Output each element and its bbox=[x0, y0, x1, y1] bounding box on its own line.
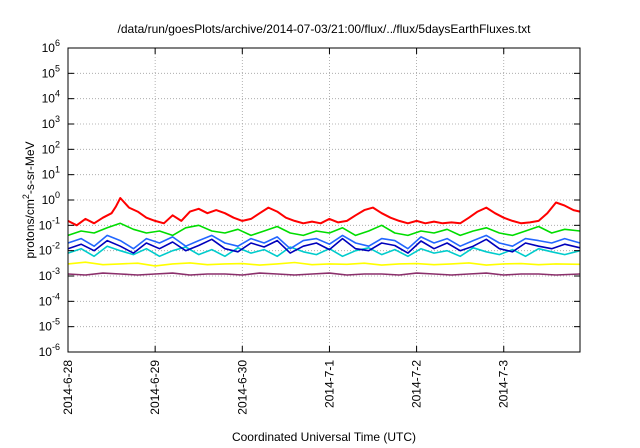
chart-title: /data/run/goesPlots/archive/2014-07-03/2… bbox=[118, 22, 532, 36]
y-axis-label: protons/cm2-s-sr-MeV bbox=[21, 141, 37, 258]
y-tick-labels: 10-610-510-410-310-210-11001011021031041… bbox=[39, 38, 60, 359]
y-tick-exponent: -2 bbox=[52, 241, 60, 251]
series-line-2 bbox=[67, 222, 581, 237]
x-tick-label: 2014-7-3 bbox=[497, 360, 511, 408]
x-tick-labels: 2014-6-28 2014-6-29 2014-6-30 2014-7-1 2014-… bbox=[61, 360, 511, 415]
y-tick-exponent: -3 bbox=[52, 266, 60, 276]
y-axis-label-main: protons/cm bbox=[23, 199, 37, 258]
x-tick-label: 2014-7-2 bbox=[410, 360, 424, 408]
y-tick-label: 101 bbox=[42, 165, 60, 182]
series-line-5 bbox=[67, 237, 581, 254]
y-tick-exponent: 5 bbox=[55, 63, 60, 73]
y-tick-exponent: -6 bbox=[52, 342, 60, 352]
y-tick-exponent: 6 bbox=[55, 38, 60, 48]
y-tick-base: 10 bbox=[39, 294, 53, 308]
grid-lines bbox=[67, 48, 580, 352]
y-tick-base: 10 bbox=[42, 66, 56, 80]
y-tick-exponent: -1 bbox=[52, 215, 60, 225]
series-line-6 bbox=[67, 261, 581, 267]
y-tick-exponent: 4 bbox=[55, 89, 60, 99]
y-tick-exponent: 0 bbox=[55, 190, 60, 200]
y-tick-label: 105 bbox=[42, 63, 60, 80]
series-line-7 bbox=[67, 272, 581, 276]
y-tick-base: 10 bbox=[42, 92, 56, 106]
y-tick-label: 103 bbox=[42, 114, 60, 131]
y-tick-base: 10 bbox=[42, 193, 56, 207]
x-axis-label: Coordinated Universal Time (UTC) bbox=[232, 430, 416, 444]
y-tick-label: 102 bbox=[42, 139, 60, 156]
ticks bbox=[67, 47, 580, 353]
series-group bbox=[67, 197, 581, 276]
series-line-4 bbox=[67, 234, 581, 250]
y-tick-label: 10-1 bbox=[39, 215, 60, 232]
y-tick-base: 10 bbox=[42, 142, 56, 156]
y-tick-label: 10-5 bbox=[39, 317, 60, 334]
y-tick-exponent: -5 bbox=[52, 317, 60, 327]
y-tick-exponent: 2 bbox=[55, 139, 60, 149]
x-tick-label: 2014-6-29 bbox=[148, 360, 162, 415]
y-tick-base: 10 bbox=[42, 41, 56, 55]
y-tick-base: 10 bbox=[39, 244, 53, 258]
series-line-3 bbox=[67, 245, 581, 258]
y-tick-label: 106 bbox=[42, 38, 60, 55]
y-tick-base: 10 bbox=[39, 320, 53, 334]
y-tick-exponent: -4 bbox=[52, 291, 60, 301]
y-tick-base: 10 bbox=[39, 218, 53, 232]
y-tick-label: 104 bbox=[42, 89, 60, 106]
x-tick-label: 2014-6-28 bbox=[61, 360, 75, 415]
x-tick-label: 2014-7-1 bbox=[322, 360, 336, 408]
y-tick-label: 10-4 bbox=[39, 291, 60, 308]
y-axis-label-superscript: 2 bbox=[21, 194, 31, 199]
y-tick-base: 10 bbox=[39, 269, 53, 283]
y-tick-base: 10 bbox=[39, 345, 53, 359]
y-tick-label: 10-6 bbox=[39, 342, 60, 359]
y-tick-label: 10-2 bbox=[39, 241, 60, 258]
y-tick-exponent: 1 bbox=[55, 165, 60, 175]
x-tick-label: 2014-6-30 bbox=[235, 360, 249, 415]
y-tick-label: 10-3 bbox=[39, 266, 60, 283]
series-line-1 bbox=[67, 197, 581, 227]
y-tick-base: 10 bbox=[42, 168, 56, 182]
y-tick-label: 100 bbox=[42, 190, 60, 207]
y-tick-exponent: 3 bbox=[55, 114, 60, 124]
y-tick-base: 10 bbox=[42, 117, 56, 131]
y-axis-label-units: -s-sr-MeV bbox=[23, 141, 37, 194]
